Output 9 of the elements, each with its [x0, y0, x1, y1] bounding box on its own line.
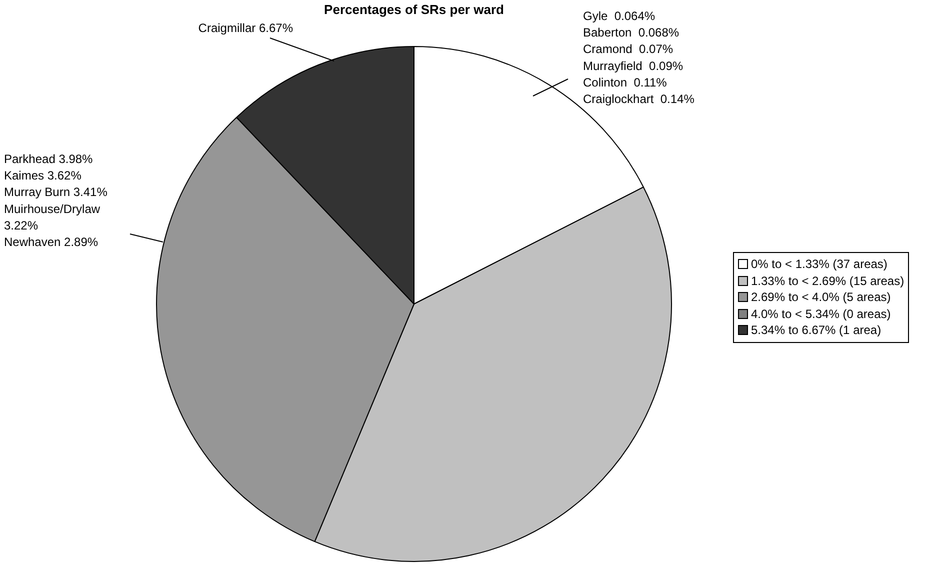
chart-title: Percentages of SRs per ward: [324, 2, 504, 17]
text: Gyle 0.064% Baberton 0.068% Cramond 0.07% Murrayfield 0.09% Colinton 0.11% Craiglockhart 0.14%: [583, 9, 695, 106]
text: Parkhead 3.98% Kaimes 3.62% Murray Burn 3.41% Muirhouse/Drylaw 3.22% Newhaven 2.89%: [4, 152, 108, 249]
legend-label: 1.33% to < 2.69% (15 areas): [751, 274, 904, 288]
text: Craigmillar 6.67%: [198, 21, 294, 35]
legend-label: 5.34% to 6.67% (1 area): [751, 323, 882, 338]
legend-label: 2.69% to < 4.0% (5 areas): [751, 290, 891, 304]
legend-label: 0% to < 1.33% (37 areas): [751, 257, 888, 272]
legend-label: 4.0% to < 5.34% (0 areas): [751, 306, 891, 321]
